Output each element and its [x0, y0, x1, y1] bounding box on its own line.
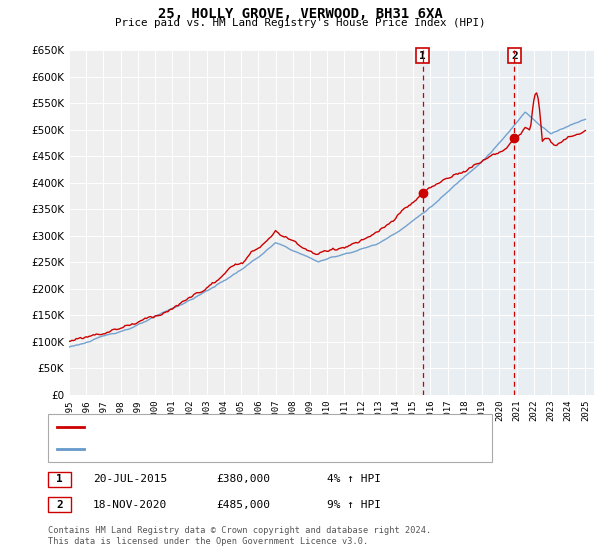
Text: 4% ↑ HPI: 4% ↑ HPI [327, 474, 381, 484]
Text: Contains HM Land Registry data © Crown copyright and database right 2024.
This d: Contains HM Land Registry data © Crown c… [48, 526, 431, 546]
Text: £485,000: £485,000 [216, 500, 270, 510]
Text: Price paid vs. HM Land Registry's House Price Index (HPI): Price paid vs. HM Land Registry's House … [115, 18, 485, 28]
Text: 18-NOV-2020: 18-NOV-2020 [93, 500, 167, 510]
Bar [422, 50, 594, 395]
Text: £380,000: £380,000 [216, 474, 270, 484]
Text: 25, HOLLY GROVE, VERWOOD, BH31 6XA (detached house): 25, HOLLY GROVE, VERWOOD, BH31 6XA (deta… [90, 422, 409, 432]
Text: 2: 2 [511, 51, 518, 60]
Text: 2: 2 [56, 500, 63, 510]
Text: HPI: Average price, detached house, Dorset: HPI: Average price, detached house, Dors… [90, 444, 353, 454]
Text: 1: 1 [56, 474, 63, 484]
Text: 1: 1 [419, 51, 426, 60]
Text: 9% ↑ HPI: 9% ↑ HPI [327, 500, 381, 510]
Text: 20-JUL-2015: 20-JUL-2015 [93, 474, 167, 484]
Text: 25, HOLLY GROVE, VERWOOD, BH31 6XA: 25, HOLLY GROVE, VERWOOD, BH31 6XA [158, 7, 442, 21]
